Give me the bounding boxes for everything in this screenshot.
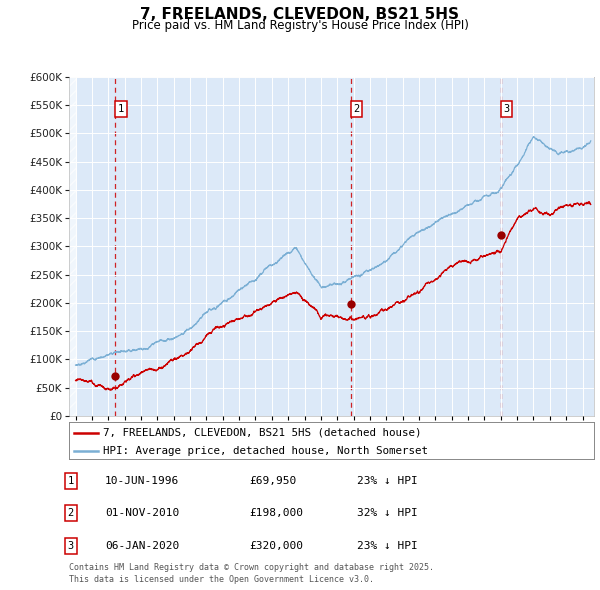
Text: 1: 1 [68, 476, 74, 486]
Text: 23% ↓ HPI: 23% ↓ HPI [357, 476, 418, 486]
Text: 7, FREELANDS, CLEVEDON, BS21 5HS (detached house): 7, FREELANDS, CLEVEDON, BS21 5HS (detach… [103, 428, 422, 438]
Text: HPI: Average price, detached house, North Somerset: HPI: Average price, detached house, Nort… [103, 446, 428, 456]
Text: Contains HM Land Registry data © Crown copyright and database right 2025.: Contains HM Land Registry data © Crown c… [69, 563, 434, 572]
Text: £198,000: £198,000 [249, 509, 303, 518]
Text: 06-JAN-2020: 06-JAN-2020 [105, 541, 179, 550]
Text: 10-JUN-1996: 10-JUN-1996 [105, 476, 179, 486]
Bar [69, 77, 76, 416]
Text: £69,950: £69,950 [249, 476, 296, 486]
Text: 2: 2 [353, 104, 359, 114]
Text: 3: 3 [503, 104, 510, 114]
Text: This data is licensed under the Open Government Licence v3.0.: This data is licensed under the Open Gov… [69, 575, 374, 584]
Text: Price paid vs. HM Land Registry's House Price Index (HPI): Price paid vs. HM Land Registry's House … [131, 19, 469, 32]
Text: 32% ↓ HPI: 32% ↓ HPI [357, 509, 418, 518]
Text: 01-NOV-2010: 01-NOV-2010 [105, 509, 179, 518]
Text: 3: 3 [68, 541, 74, 550]
Text: 1: 1 [118, 104, 124, 114]
Text: 23% ↓ HPI: 23% ↓ HPI [357, 541, 418, 550]
Text: 2: 2 [68, 509, 74, 518]
Text: 7, FREELANDS, CLEVEDON, BS21 5HS: 7, FREELANDS, CLEVEDON, BS21 5HS [140, 7, 460, 22]
Text: £320,000: £320,000 [249, 541, 303, 550]
